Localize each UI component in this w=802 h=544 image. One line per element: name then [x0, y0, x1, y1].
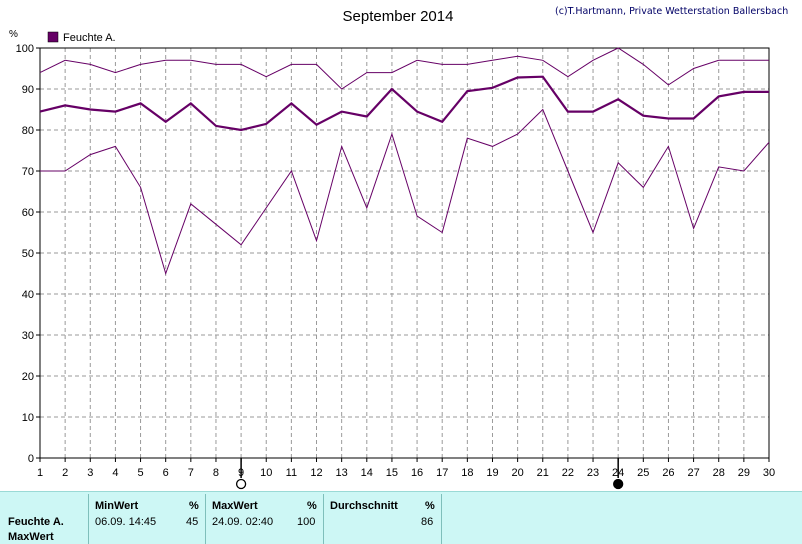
min-header: MinWert — [95, 500, 139, 512]
x-tick-label: 19 — [486, 467, 498, 479]
x-tick-label: 14 — [361, 467, 373, 479]
y-tick-label: 90 — [22, 84, 34, 96]
max-header: MaxWert — [212, 500, 258, 512]
series-line-max — [39, 47, 769, 90]
avg-value: 86 — [421, 516, 434, 528]
avg-header: Durchschnitt — [330, 500, 398, 512]
x-tick-label: 21 — [537, 467, 549, 479]
x-tick-label: 27 — [687, 467, 699, 479]
column-separator — [323, 494, 324, 544]
x-tick-label: 5 — [137, 467, 143, 479]
stats-panel: MinWert % MaxWert % Durchschnitt % Feuch… — [0, 491, 802, 544]
series-line-mean — [39, 75, 769, 132]
y-tick-label: 60 — [22, 207, 34, 219]
max-unit: % — [307, 500, 317, 512]
max-value: 100 — [297, 516, 316, 528]
row-label-secondary: MaxWert — [8, 531, 54, 543]
column-separator — [441, 494, 442, 544]
x-tick-label: 20 — [511, 467, 523, 479]
x-tick-label: 22 — [562, 467, 574, 479]
y-tick-label: 40 — [22, 289, 34, 301]
x-tick-label: 23 — [587, 467, 599, 479]
chart: September 2014 (c)T.Hartmann, Private We… — [9, 6, 788, 490]
x-tick-label: 16 — [411, 467, 423, 479]
x-tick-label: 13 — [336, 467, 348, 479]
x-tick-label: 15 — [386, 467, 398, 479]
min-unit: % — [189, 500, 199, 512]
x-tick-label: 2 — [62, 467, 68, 479]
max-time: 24.09. 02:40 — [212, 516, 274, 528]
x-tick-label: 4 — [112, 467, 118, 479]
series-line-min — [40, 108, 770, 276]
y-tick-label: 10 — [22, 412, 34, 424]
min-time: 06.09. 14:45 — [95, 516, 157, 528]
legend-label: Feuchte A. — [63, 32, 116, 44]
x-tick-label: 11 — [286, 467, 297, 479]
row-label: Feuchte A. — [8, 516, 64, 528]
y-axis-unit: % — [9, 29, 18, 40]
x-tick-label: 30 — [763, 467, 775, 479]
column-separator — [88, 494, 89, 544]
x-tick-label: 26 — [662, 467, 674, 479]
x-tick-label: 8 — [213, 467, 219, 479]
plot-frame — [39, 47, 770, 459]
x-tick-label: 28 — [713, 467, 725, 479]
x-tick-label: 1 — [37, 467, 43, 479]
y-tick-label: 30 — [22, 330, 34, 342]
x-tick-label: 12 — [310, 467, 322, 479]
y-tick-label: 50 — [22, 248, 34, 260]
column-separator — [205, 494, 206, 544]
x-tick-label: 6 — [163, 467, 169, 479]
min-value: 45 — [186, 516, 199, 528]
y-tick-label: 20 — [22, 371, 34, 383]
y-tick-label: 70 — [22, 166, 34, 178]
x-tick-label: 29 — [738, 467, 750, 479]
x-tick-label: 10 — [260, 467, 272, 479]
avg-unit: % — [425, 500, 435, 512]
new-moon-icon — [613, 478, 624, 490]
x-tick-label: 3 — [87, 467, 93, 479]
full-moon-icon — [235, 478, 247, 490]
y-tick-label: 100 — [16, 43, 34, 55]
x-tick-label: 18 — [461, 467, 473, 479]
x-tick-label: 25 — [637, 467, 649, 479]
legend-swatch — [47, 31, 59, 43]
copyright-text: (c)T.Hartmann, Private Wetterstation Bal… — [555, 6, 788, 17]
y-tick-label: 80 — [22, 125, 34, 137]
x-tick-label: 17 — [436, 467, 448, 479]
x-tick-label: 7 — [188, 467, 194, 479]
plot-area: 0102030405060708090100123456789101112131… — [16, 43, 775, 490]
y-tick-label: 0 — [28, 453, 34, 465]
chart-title: September 2014 — [343, 8, 454, 25]
